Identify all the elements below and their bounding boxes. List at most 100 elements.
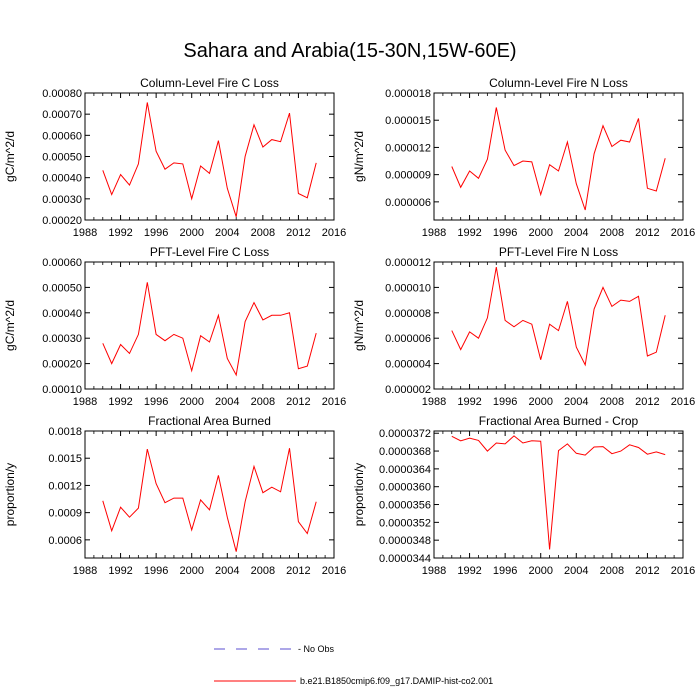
y-tick-label: 0.0000360	[379, 482, 431, 494]
panel-title: PFT-Level Fire N Loss	[499, 245, 618, 259]
chart-panel-pft-fire-n: PFT-Level Fire N Loss gN/m^2/d 1988 1992 199…	[352, 245, 695, 408]
legend-label: b.e21.B1850cmip6.f09_g17.DAMIP-hist-co2.…	[300, 676, 493, 686]
x-tick-label: 2000	[179, 227, 203, 239]
x-tick-label: 2000	[528, 565, 552, 577]
series-line	[451, 107, 666, 211]
x-tick-label: 2000	[528, 227, 552, 239]
y-axis-label: gN/m^2/d	[352, 131, 366, 182]
y-tick-label: 0.0000352	[379, 517, 431, 529]
y-tick-label: 0.0018	[48, 426, 82, 438]
y-tick-label: 0.00050	[42, 152, 82, 164]
x-tick-label: 1996	[144, 396, 168, 408]
plot-frame	[84, 261, 335, 390]
x-tick-label: 2008	[251, 565, 275, 577]
x-tick-label: 1992	[457, 565, 481, 577]
x-tick-label: 2000	[528, 396, 552, 408]
y-tick-label: 0.000008	[385, 308, 431, 320]
x-tick-label: 2016	[322, 396, 346, 408]
chart-panel-col-fire-n: Column-Level Fire N Loss gN/m^2/d 1988 1992…	[352, 76, 695, 239]
plot-frame	[433, 92, 684, 221]
series-line	[102, 282, 317, 377]
plot-frame	[84, 92, 335, 221]
y-tick-label: 0.00080	[42, 88, 82, 100]
y-tick-label: 0.00050	[42, 282, 82, 294]
x-tick-label: 1996	[493, 227, 517, 239]
x-tick-label: 2004	[215, 396, 239, 408]
y-tick-label: 0.000002	[385, 384, 431, 396]
y-axis-label: proportion/y	[352, 463, 366, 526]
x-tick-label: 1988	[422, 396, 446, 408]
y-tick-label: 0.0009	[48, 508, 82, 520]
x-tick-label: 2012	[286, 565, 310, 577]
x-tick-label: 2004	[564, 396, 588, 408]
plot-frame	[84, 430, 335, 559]
x-tick-label: 2016	[671, 565, 695, 577]
x-tick-label: 1992	[108, 565, 132, 577]
y-tick-label: 0.00030	[42, 333, 82, 345]
y-tick-label: 0.00060	[42, 257, 82, 269]
x-tick-label: 2008	[600, 396, 624, 408]
y-tick-label: 0.0006	[48, 535, 82, 547]
x-tick-label: 2000	[179, 396, 203, 408]
x-tick-label: 2016	[322, 565, 346, 577]
series-line	[451, 267, 666, 367]
x-tick-label: 1988	[422, 565, 446, 577]
x-tick-label: 1992	[108, 396, 132, 408]
x-tick-label: 2012	[286, 396, 310, 408]
y-axis-label: gN/m^2/d	[352, 300, 366, 351]
chart-panel-area-burned: Fractional Area Burned proportion/y 1988 19…	[3, 414, 346, 577]
x-tick-label: 1996	[144, 565, 168, 577]
y-tick-label: 0.000006	[385, 197, 431, 209]
panel-title: PFT-Level Fire C Loss	[150, 245, 269, 259]
x-tick-label: 1996	[144, 227, 168, 239]
y-tick-label: 0.000004	[385, 359, 431, 371]
y-tick-label: 0.000009	[385, 170, 431, 182]
x-tick-label: 2016	[322, 227, 346, 239]
x-tick-label: 1992	[457, 396, 481, 408]
panel-title: Column-Level Fire N Loss	[489, 76, 628, 90]
x-tick-label: 2008	[600, 227, 624, 239]
y-tick-label: 0.000015	[385, 115, 431, 127]
y-tick-label: 0.00020	[42, 359, 82, 371]
chart-panel-area-burned-crop: Fractional Area Burned - Crop proportion/…	[352, 414, 695, 577]
panel-title: Fractional Area Burned	[148, 414, 271, 428]
x-tick-label: 1996	[493, 565, 517, 577]
y-axis-label: gC/m^2/d	[3, 131, 17, 182]
x-tick-label: 2008	[251, 396, 275, 408]
y-tick-label: 0.00020	[42, 215, 82, 227]
y-tick-label: 0.0000364	[379, 464, 431, 476]
legend-label: - No Obs	[298, 644, 335, 654]
y-tick-label: 0.00060	[42, 130, 82, 142]
y-tick-label: 0.00010	[42, 384, 82, 396]
x-tick-label: 2004	[564, 565, 588, 577]
x-tick-label: 1992	[108, 227, 132, 239]
y-tick-label: 0.000018	[385, 88, 431, 100]
figure-title: Sahara and Arabia(15-30N,15W-60E)	[183, 40, 517, 62]
y-tick-label: 0.00040	[42, 173, 82, 185]
y-tick-label: 0.0000344	[379, 553, 431, 565]
y-tick-label: 0.0000356	[379, 500, 431, 512]
x-tick-label: 2004	[215, 565, 239, 577]
plot-frame	[433, 261, 684, 390]
y-tick-label: 0.00070	[42, 109, 82, 121]
chart-panel-col-fire-c: Column-Level Fire C Loss gC/m^2/d 1988 1992…	[3, 76, 346, 239]
panel-title: Column-Level Fire C Loss	[140, 76, 279, 90]
x-tick-label: 1988	[73, 396, 97, 408]
x-tick-label: 1988	[73, 565, 97, 577]
y-axis-label: gC/m^2/d	[3, 300, 17, 351]
y-tick-label: 0.000010	[385, 282, 431, 294]
series-line	[451, 435, 666, 550]
x-tick-label: 1992	[457, 227, 481, 239]
x-tick-label: 2008	[251, 227, 275, 239]
x-tick-label: 2004	[564, 227, 588, 239]
x-tick-label: 2012	[635, 396, 659, 408]
y-tick-label: 0.0000348	[379, 535, 431, 547]
x-tick-label: 2012	[286, 227, 310, 239]
series-line	[102, 448, 317, 552]
y-tick-label: 0.000012	[385, 142, 431, 154]
x-tick-label: 2012	[635, 565, 659, 577]
x-tick-label: 2016	[671, 396, 695, 408]
x-tick-label: 2016	[671, 227, 695, 239]
x-tick-label: 2000	[179, 565, 203, 577]
